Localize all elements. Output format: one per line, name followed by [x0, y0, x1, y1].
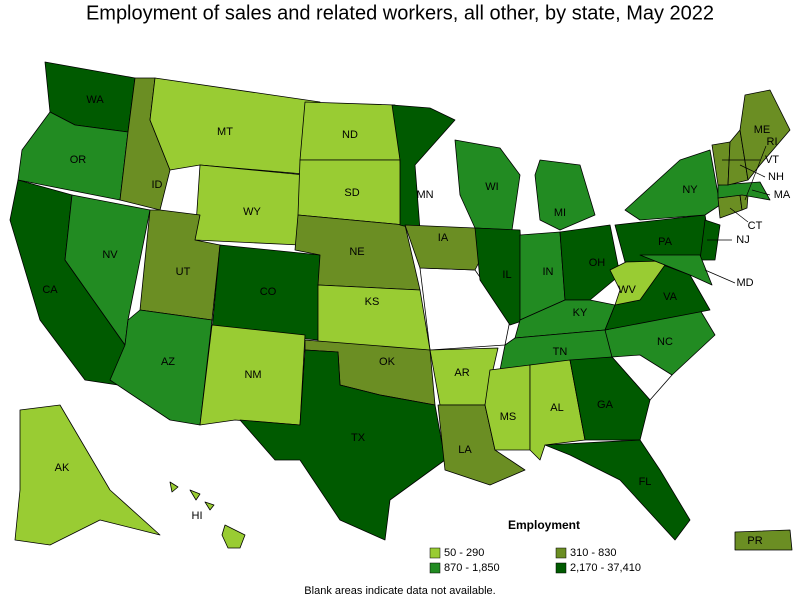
state	[221, 524, 246, 549]
state	[169, 481, 179, 493]
legend-label: 2,170 - 37,410	[570, 562, 641, 574]
map-title: Employment of sales and related workers,…	[86, 2, 714, 24]
state-label: NJ	[736, 234, 749, 246]
state	[139, 209, 221, 321]
state-label: WA	[86, 94, 104, 106]
leader-line	[729, 207, 749, 223]
states	[9, 61, 793, 551]
state-label: MD	[736, 277, 753, 289]
state-labels: WA OR CA NV ID MT WY UT AZ CO NM ND SD NE KS OK TX MN IA AR…	[42, 94, 791, 547]
legend-swatch	[555, 562, 567, 574]
state-label: OH	[589, 257, 606, 269]
state-label: OK	[379, 356, 396, 368]
state-label: MI	[554, 207, 566, 219]
state-label: VT	[765, 154, 779, 166]
state-label: AK	[55, 462, 70, 474]
state	[109, 309, 213, 426]
state	[149, 77, 321, 176]
state-label: ME	[754, 124, 771, 136]
state	[14, 404, 161, 546]
state-label: KS	[365, 296, 380, 308]
leader-line	[739, 164, 766, 178]
state-label: IL	[502, 269, 511, 281]
state-label: HI	[192, 510, 203, 522]
state-label: CT	[748, 220, 763, 232]
state-label: KY	[573, 307, 588, 319]
state	[717, 181, 771, 201]
state-label: GA	[597, 399, 614, 411]
state	[204, 501, 215, 511]
state-label: NY	[682, 184, 698, 196]
state	[639, 254, 713, 286]
state-label: NM	[244, 369, 261, 381]
state-label: PA	[658, 236, 673, 248]
state-label: MN	[416, 189, 433, 201]
state-label: NE	[349, 246, 364, 258]
state-label: MT	[217, 126, 233, 138]
state-label: UT	[176, 266, 191, 278]
state	[569, 356, 651, 441]
leader-line	[751, 189, 771, 196]
state-label: MA	[774, 189, 791, 201]
state-label: NV	[102, 249, 118, 261]
legend-swatch	[429, 547, 441, 559]
state-label: AR	[454, 367, 469, 379]
state-label: ID	[152, 179, 163, 191]
legend-swatch	[555, 547, 567, 559]
state	[544, 439, 691, 541]
state	[317, 284, 431, 351]
state-label: LA	[458, 444, 472, 456]
state-label: RI	[767, 136, 778, 148]
state-label: ND	[342, 129, 358, 141]
state	[624, 149, 721, 221]
state-label: IA	[438, 232, 449, 244]
state-label: AZ	[161, 356, 175, 368]
state-label: MS	[500, 411, 517, 423]
state-label: WV	[618, 284, 636, 296]
state	[734, 529, 793, 551]
leader-line	[704, 269, 736, 284]
note: Blank areas indicate data not available.	[304, 585, 495, 597]
state-label: TX	[351, 432, 366, 444]
state-label: PR	[747, 535, 762, 547]
legend-title: Employment	[508, 518, 580, 532]
state	[474, 227, 526, 326]
state-label: VA	[663, 291, 678, 303]
legend-label: 50 - 290	[444, 547, 484, 559]
state	[189, 489, 201, 501]
legend-label: 870 - 1,850	[444, 562, 500, 574]
state-label: OR	[70, 154, 87, 166]
state	[739, 89, 791, 181]
state	[239, 349, 446, 541]
legend-swatch	[429, 562, 441, 574]
state-label: NC	[657, 336, 673, 348]
state	[559, 224, 621, 301]
state-label: SD	[344, 187, 359, 199]
state-label: WY	[243, 206, 261, 218]
state-label: CO	[260, 286, 277, 298]
state-label: AL	[550, 402, 563, 414]
state-label: WI	[485, 181, 498, 193]
state	[534, 159, 596, 231]
state-label: TN	[553, 346, 568, 358]
state-label: CA	[42, 284, 58, 296]
leader-line	[744, 145, 767, 201]
state	[391, 104, 456, 231]
state-label: NH	[768, 171, 784, 183]
state-label: FL	[639, 476, 652, 488]
legend-label: 310 - 830	[570, 547, 616, 559]
state-label: IN	[543, 266, 554, 278]
